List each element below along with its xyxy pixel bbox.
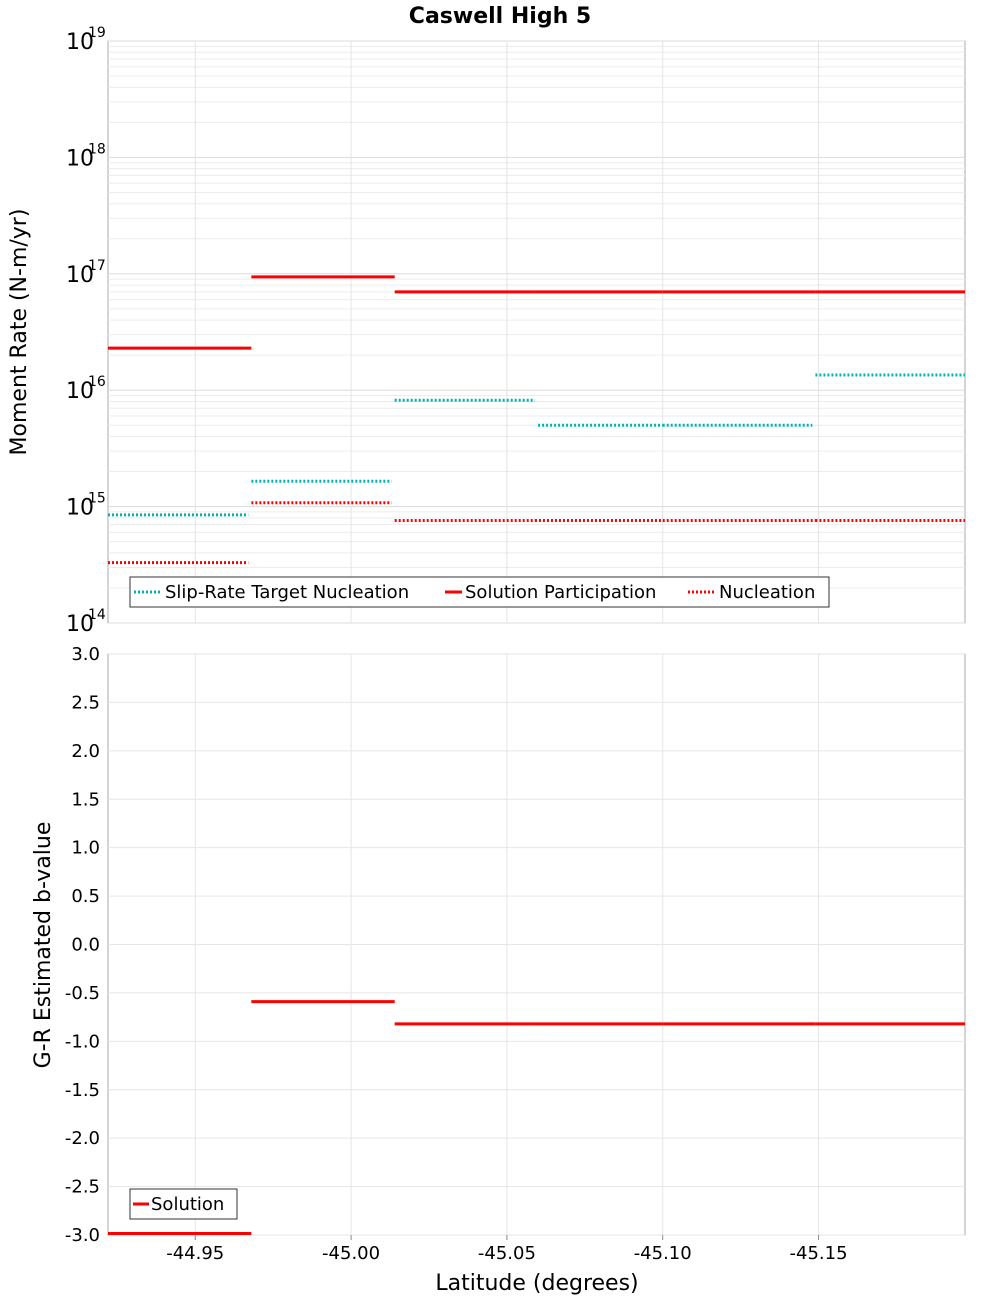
top-grid bbox=[108, 40, 965, 624]
bottom-y-ticks: -3.0 -2.5 -2.0 -1.5 -1.0 -0.5 0.0 0.5 1.0 1.5 2.0 2… bbox=[65, 644, 100, 1246]
bottom-y-tick-label: 2.5 bbox=[71, 692, 100, 713]
bottom-y-axis-label: G-R Estimated b-value bbox=[31, 822, 56, 1069]
x-tick-label: -45.10 bbox=[634, 1243, 692, 1264]
top-y-tick-base: 10 bbox=[66, 496, 94, 521]
x-tick-label: -45.15 bbox=[790, 1243, 848, 1264]
series-slip-rate-target-nucleation bbox=[108, 373, 965, 517]
top-y-tick-base: 10 bbox=[66, 263, 94, 288]
x-tick-label: -45.00 bbox=[322, 1243, 380, 1264]
bottom-y-tick-label: -3.0 bbox=[65, 1225, 100, 1246]
bottom-y-tick-label: -2.5 bbox=[65, 1177, 100, 1198]
bottom-y-tick-label: -0.5 bbox=[65, 983, 100, 1004]
legend-label-solution-participation: Solution Participation bbox=[465, 582, 656, 603]
x-tick-label: -44.95 bbox=[166, 1243, 224, 1264]
top-y-tick-exponent: 19 bbox=[88, 25, 106, 41]
top-y-axis-label: Moment Rate (N-m/yr) bbox=[7, 209, 32, 456]
top-y-tick-base: 10 bbox=[66, 30, 94, 55]
top-series bbox=[108, 275, 965, 565]
top-y-tick-exponent: 15 bbox=[88, 491, 106, 507]
top-plot-area bbox=[107, 40, 966, 624]
legend-label-solution: Solution bbox=[151, 1194, 224, 1215]
top-y-tick-exponent: 14 bbox=[88, 607, 106, 623]
x-axis-label: Latitude (degrees) bbox=[435, 1271, 638, 1296]
bottom-y-tick-label: 2.0 bbox=[71, 741, 100, 762]
top-y-tick-exponent: 18 bbox=[88, 141, 106, 157]
bottom-y-tick-label: 3.0 bbox=[71, 644, 100, 665]
series-solution bbox=[108, 1000, 965, 1235]
bottom-y-tick-label: -1.5 bbox=[65, 1080, 100, 1101]
bottom-y-tick-label: 1.0 bbox=[71, 838, 100, 859]
series-nucleation bbox=[108, 501, 965, 565]
bottom-legend: Solution bbox=[129, 1188, 238, 1220]
top-y-tick-base: 10 bbox=[66, 146, 94, 171]
chart-title: Caswell High 5 bbox=[409, 4, 591, 29]
legend-label-slip-rate-target: Slip-Rate Target Nucleation bbox=[165, 582, 409, 603]
top-legend: Slip-Rate Target Nucleation Solution Par… bbox=[129, 576, 830, 608]
bottom-y-tick-label: 0.0 bbox=[71, 935, 100, 956]
legend-label-nucleation: Nucleation bbox=[719, 582, 815, 603]
top-y-tick-base: 10 bbox=[66, 379, 94, 404]
top-y-tick-exponent: 16 bbox=[88, 374, 106, 390]
top-y-tick-base: 10 bbox=[66, 612, 94, 637]
bottom-y-tick-label: 0.5 bbox=[71, 886, 100, 907]
series-solution-participation bbox=[108, 275, 965, 350]
top-y-tick-exponent: 17 bbox=[88, 258, 106, 274]
x-tick-label: -45.05 bbox=[478, 1243, 536, 1264]
bottom-series bbox=[108, 1000, 965, 1235]
bottom-x-ticks: -44.95 -45.00 -45.05 -45.10 -45.15 bbox=[166, 1235, 848, 1264]
bottom-y-tick-label: -1.0 bbox=[65, 1031, 100, 1052]
bottom-y-tick-label: -2.0 bbox=[65, 1128, 100, 1149]
bottom-y-tick-label: 1.5 bbox=[71, 789, 100, 810]
